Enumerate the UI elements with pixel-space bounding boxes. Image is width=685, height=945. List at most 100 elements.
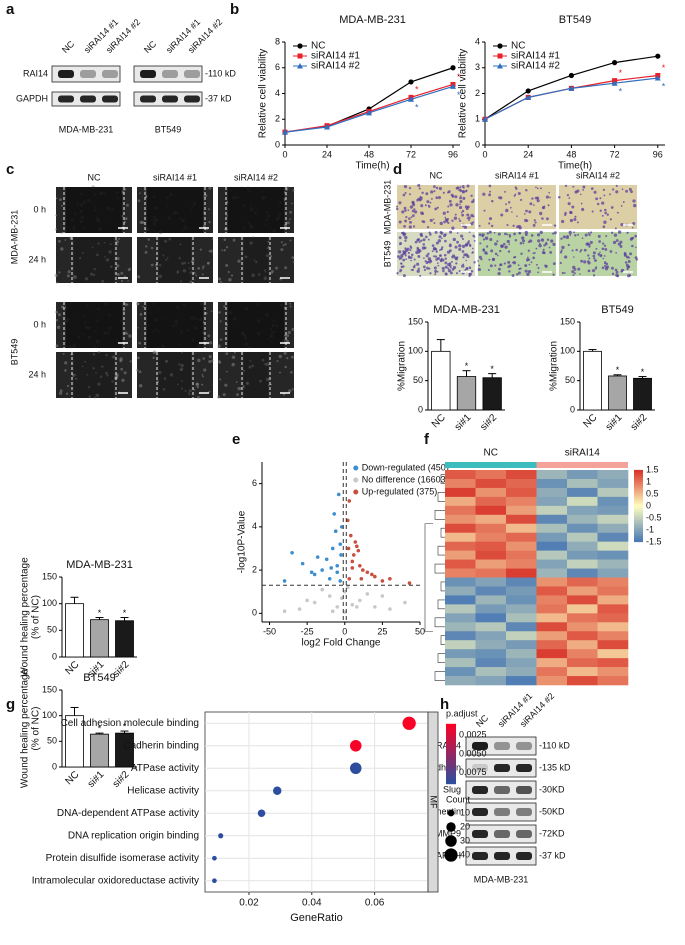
cell <box>508 234 512 237</box>
texture <box>150 263 154 267</box>
texture <box>282 393 286 396</box>
marker <box>568 85 575 91</box>
cell <box>461 237 465 240</box>
cell <box>447 205 450 208</box>
heat-cell <box>506 505 537 516</box>
cell <box>533 252 536 254</box>
heat-cell <box>475 532 507 542</box>
cell <box>512 224 515 227</box>
heat-cell <box>506 676 537 686</box>
colorbar-slice <box>634 487 643 491</box>
point <box>355 544 359 549</box>
cell <box>628 187 632 191</box>
texture <box>202 265 205 268</box>
y-tick-label: 0 <box>418 404 423 414</box>
point <box>348 533 353 538</box>
dot <box>212 878 217 884</box>
band <box>472 830 488 838</box>
cell <box>537 271 540 274</box>
point <box>388 576 392 581</box>
heat-cell <box>475 604 507 614</box>
point <box>373 574 377 579</box>
colorbar-slice <box>634 505 643 509</box>
cell <box>417 251 421 254</box>
dendrogram <box>440 635 445 645</box>
time-label: 24 h <box>28 369 46 379</box>
texture <box>275 266 278 270</box>
cell <box>561 271 565 275</box>
cell <box>422 220 426 224</box>
point <box>290 551 294 555</box>
point <box>300 561 305 566</box>
cell <box>426 266 429 270</box>
cell <box>523 213 526 215</box>
cell <box>398 236 402 240</box>
colorbar-slice <box>634 495 643 499</box>
cell <box>434 273 437 276</box>
point <box>339 596 344 601</box>
point <box>312 600 317 605</box>
cell <box>577 267 581 271</box>
cell <box>624 261 628 264</box>
texture <box>261 358 265 362</box>
cell <box>584 233 588 237</box>
heat-cell <box>506 649 537 659</box>
cell <box>429 272 432 275</box>
point <box>336 492 341 497</box>
cell <box>478 233 482 237</box>
texture <box>218 277 222 281</box>
texture <box>195 274 198 277</box>
marker-label: -37 kD <box>539 850 566 860</box>
cell <box>518 232 522 235</box>
heat-cell <box>536 667 568 677</box>
x-tick-label: NC <box>63 769 81 787</box>
panel-label: c <box>6 161 14 178</box>
size-label: 20 <box>460 821 470 831</box>
texture <box>109 243 112 246</box>
cell <box>464 243 469 247</box>
cell <box>452 265 457 270</box>
cell <box>514 239 518 242</box>
cell <box>566 194 570 197</box>
cell <box>549 196 551 199</box>
cell <box>428 231 431 234</box>
cell <box>592 254 596 258</box>
legend-label: siRAI14 #1 <box>311 51 360 62</box>
cell <box>580 202 583 205</box>
colorbar-slice <box>446 727 456 731</box>
texture <box>208 360 212 364</box>
texture <box>124 217 128 221</box>
column-header: siRAI14 #2 <box>234 172 278 182</box>
heat-cell <box>506 586 537 596</box>
texture <box>207 208 210 211</box>
heat-cell <box>567 631 598 641</box>
cell <box>454 256 458 260</box>
size-label: 10 <box>460 807 470 817</box>
texture <box>227 270 230 274</box>
texture <box>183 261 187 265</box>
texture <box>59 198 62 201</box>
dot <box>218 833 224 839</box>
cell <box>399 243 401 246</box>
cell <box>472 215 475 218</box>
legend-label: Up-regulated (375) <box>362 486 438 496</box>
heat-cell <box>597 613 629 623</box>
texture <box>152 356 155 360</box>
x-tick-label: 0 <box>282 149 287 159</box>
texture <box>79 257 82 260</box>
cell <box>410 246 413 250</box>
cell <box>604 248 608 251</box>
heat-cell <box>567 559 598 569</box>
texture <box>279 371 281 374</box>
cell <box>504 232 507 236</box>
cell <box>451 194 455 198</box>
cell <box>494 252 498 256</box>
cell <box>601 214 604 217</box>
heat-cell <box>536 550 568 560</box>
texture <box>236 393 239 397</box>
point <box>347 499 352 503</box>
cell <box>439 231 443 234</box>
cell <box>494 264 497 267</box>
bar <box>90 619 109 658</box>
texture <box>221 249 223 252</box>
